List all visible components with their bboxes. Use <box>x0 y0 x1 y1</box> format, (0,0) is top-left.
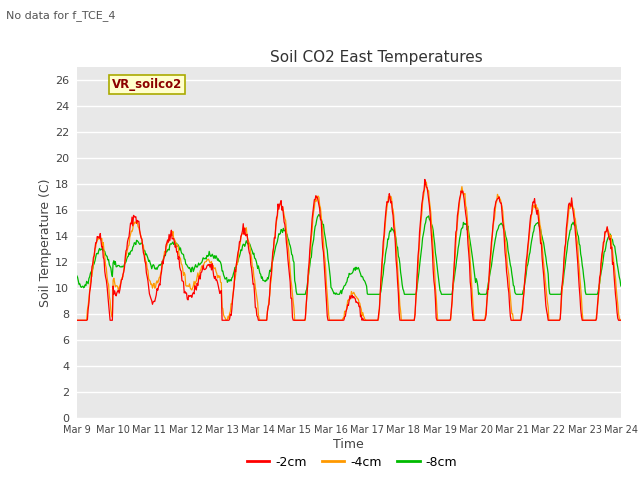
Title: Soil CO2 East Temperatures: Soil CO2 East Temperatures <box>269 49 483 65</box>
Legend: -2cm, -4cm, -8cm: -2cm, -4cm, -8cm <box>241 451 463 474</box>
X-axis label: Time: Time <box>333 438 364 451</box>
Y-axis label: Soil Temperature (C): Soil Temperature (C) <box>39 178 52 307</box>
Text: No data for f_TCE_4: No data for f_TCE_4 <box>6 10 116 21</box>
Text: VR_soilco2: VR_soilco2 <box>112 78 182 91</box>
